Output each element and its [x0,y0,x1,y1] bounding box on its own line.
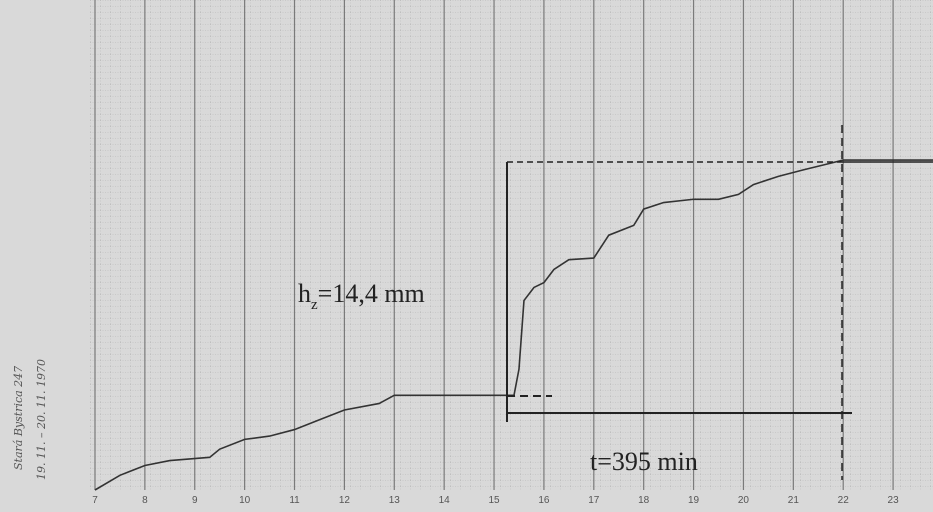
x-tick-label: 19 [688,495,700,506]
x-tick-label: 7 [92,495,98,506]
x-tick-label: 16 [538,495,550,506]
x-tick-label: 18 [638,495,650,506]
chart-paper [90,0,933,490]
x-tick-label: 13 [389,495,401,506]
depth-sub: z [311,297,318,313]
depth-annotation: hz=14,4 mm [298,279,425,313]
construction-lines [506,125,933,480]
x-tick-label: 8 [142,495,148,506]
x-tick-label: 20 [738,495,750,506]
plot: 7 8 9 10 11 12 13 14 15 16 17 18 19 20 21 22 23 [92,0,933,506]
x-tick-label: 9 [192,495,198,506]
trace-line [94,159,933,491]
date-note: 19. 11. – 20. 11. 1970 [35,359,48,480]
x-tick-label: 10 [239,495,251,506]
x-tick-label: 12 [339,495,351,506]
x-tick-label: 17 [588,495,600,506]
x-tick-label: 15 [488,495,500,506]
x-tick-label: 14 [439,495,451,506]
x-tick-label: 22 [838,495,850,506]
duration-annotation: t=395 min [590,447,698,476]
depth-h: h [298,279,311,308]
x-tick-label: 21 [788,495,800,506]
station-note: Stará Bystrica 247 [12,366,25,470]
depth-value: =14,4 mm [318,279,425,308]
x-tick-label: 23 [888,495,900,506]
notes: Stará Bystrica 247 19. 11. – 20. 11. 197… [12,359,48,480]
x-tick-label: 11 [289,495,300,506]
